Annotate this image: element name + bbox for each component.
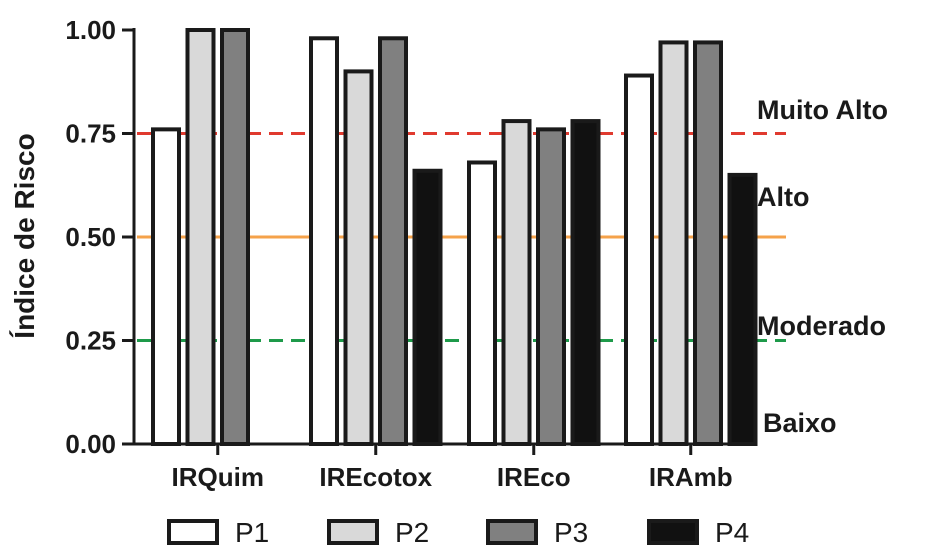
x-tick-label-3: IRAmb bbox=[649, 462, 733, 492]
bar-P1-IREcotox bbox=[309, 36, 339, 446]
x-tick-label-1: IREcotox bbox=[319, 462, 432, 492]
risk-label-2: Moderado bbox=[757, 311, 886, 341]
x-tick-label-2: IREco bbox=[497, 462, 571, 492]
y-tick-label-4: 1.00 bbox=[65, 15, 116, 45]
legend: P1 P2 P3 P4 bbox=[167, 517, 749, 548]
y-axis-label: Índice de Risco bbox=[9, 133, 40, 338]
y-tick-label-1: 0.25 bbox=[65, 326, 116, 356]
bar-P3-IRQuim bbox=[220, 28, 250, 446]
bar-P2-IREco bbox=[501, 119, 532, 447]
legend-label-P2: P2 bbox=[395, 517, 429, 548]
bars bbox=[151, 28, 758, 447]
bar-P2-IRAmb bbox=[658, 40, 689, 446]
x-tick-label-0: IRQuim bbox=[172, 462, 264, 492]
bar-P3-IRAmb bbox=[693, 40, 723, 446]
x-ticks: IRQuim IREcotox IREco IRAmb bbox=[172, 444, 733, 492]
bar-P4-IREco bbox=[570, 119, 601, 447]
risk-label-3: Baixo bbox=[763, 408, 837, 438]
y-tick-label-3: 0.75 bbox=[65, 119, 116, 149]
legend-label-P3: P3 bbox=[554, 517, 588, 548]
legend-swatch-P4 bbox=[647, 519, 699, 545]
legend-swatch-P3 bbox=[486, 519, 538, 545]
risk-label-0: Muito Alto bbox=[757, 95, 888, 125]
legend-label-P1: P1 bbox=[235, 517, 269, 548]
risk-level-labels: Muito Alto Alto Moderado Baixo bbox=[757, 95, 888, 438]
bar-P4-IREcotox bbox=[412, 168, 443, 446]
legend-swatch-P1 bbox=[167, 519, 219, 545]
bar-P4-IRAmb bbox=[727, 172, 758, 446]
risk-label-1: Alto bbox=[757, 182, 809, 212]
bar-P2-IREcotox bbox=[343, 69, 374, 447]
y-tick-label-0: 0.00 bbox=[65, 429, 116, 459]
legend-swatch-P2 bbox=[327, 519, 379, 545]
bar-P3-IREcotox bbox=[378, 36, 408, 446]
bar-P1-IREco bbox=[467, 160, 497, 446]
y-ticks: 0.00 0.25 0.50 0.75 1.00 bbox=[65, 15, 134, 459]
bar-P3-IREco bbox=[536, 127, 566, 447]
bar-P2-IRQuim bbox=[185, 28, 216, 446]
y-tick-label-2: 0.50 bbox=[65, 222, 116, 252]
bar-P1-IRAmb bbox=[624, 73, 654, 446]
bar-P1-IRQuim bbox=[151, 127, 181, 447]
legend-label-P4: P4 bbox=[715, 517, 749, 548]
